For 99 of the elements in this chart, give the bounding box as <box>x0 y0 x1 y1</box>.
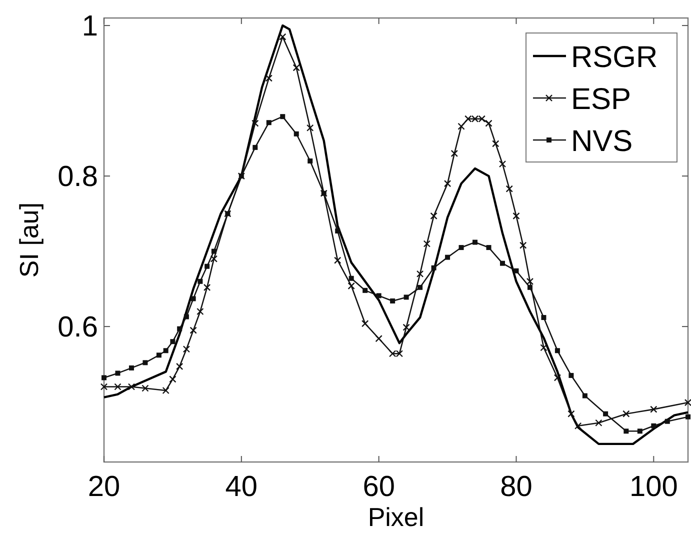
point <box>306 124 314 132</box>
point <box>582 393 588 398</box>
point <box>204 264 210 269</box>
point <box>423 240 431 248</box>
point <box>176 362 184 370</box>
point <box>431 265 436 270</box>
point <box>390 298 396 304</box>
point <box>445 254 450 260</box>
point <box>404 294 409 300</box>
legend-label: NVS <box>571 125 633 158</box>
point <box>292 64 300 72</box>
point <box>361 320 369 328</box>
point <box>540 344 548 352</box>
point <box>376 293 382 298</box>
point <box>554 374 562 382</box>
point <box>472 240 478 245</box>
point <box>266 120 272 126</box>
point <box>492 140 500 148</box>
point <box>375 334 382 342</box>
point <box>651 423 656 428</box>
x-tick-label: 20 <box>88 471 120 503</box>
y-tick-label: 1 <box>82 10 98 43</box>
point <box>100 383 108 390</box>
point <box>294 131 299 136</box>
point <box>102 375 106 380</box>
point <box>637 428 642 434</box>
point <box>198 278 203 284</box>
point <box>622 410 630 418</box>
point <box>362 288 368 293</box>
point <box>574 422 582 430</box>
point <box>418 284 423 290</box>
point <box>458 245 464 250</box>
point <box>568 410 575 418</box>
point <box>128 365 134 370</box>
point <box>444 180 452 188</box>
point <box>203 284 211 292</box>
point <box>279 33 286 40</box>
point <box>595 419 602 426</box>
point <box>142 384 149 392</box>
point <box>184 314 189 320</box>
y-tick-label: 0.8 <box>58 161 98 194</box>
x-tick-label: 100 <box>629 471 678 503</box>
point <box>211 248 216 254</box>
point <box>684 398 691 406</box>
point <box>348 276 354 281</box>
point <box>334 256 342 264</box>
point <box>348 282 355 290</box>
point <box>335 228 340 234</box>
x-tick-label: 80 <box>500 471 532 503</box>
y-axis-title: SI [au] <box>14 202 44 278</box>
point <box>506 185 513 192</box>
point <box>115 370 120 376</box>
point <box>402 324 410 331</box>
point <box>664 418 670 424</box>
point <box>486 245 492 250</box>
point <box>142 360 148 366</box>
point <box>686 414 690 420</box>
point <box>210 255 218 262</box>
point <box>498 160 506 168</box>
legend-label: RSGR <box>571 41 658 74</box>
point <box>156 352 162 358</box>
point <box>308 158 313 164</box>
point <box>163 348 168 354</box>
point <box>182 346 190 353</box>
point <box>527 284 532 290</box>
point <box>128 383 136 390</box>
point <box>500 260 505 266</box>
point <box>170 339 176 344</box>
point <box>514 268 519 274</box>
point <box>169 376 176 383</box>
point <box>458 122 465 130</box>
point <box>114 383 122 390</box>
point <box>177 326 182 332</box>
x-axis-title: Pixel <box>368 502 424 532</box>
point <box>252 120 259 127</box>
point <box>485 120 492 127</box>
point <box>416 270 424 278</box>
point <box>541 315 546 320</box>
point <box>512 212 520 220</box>
legend-label: ESP <box>571 83 632 116</box>
point <box>196 308 204 316</box>
point <box>190 326 197 334</box>
point <box>650 406 658 413</box>
x-tick-label: 40 <box>225 471 258 503</box>
point <box>554 348 560 354</box>
x-tick-label: 60 <box>362 471 395 503</box>
point <box>624 428 629 434</box>
point <box>526 278 534 285</box>
point <box>568 372 574 378</box>
point <box>520 242 527 249</box>
point <box>190 296 196 302</box>
point <box>450 150 458 158</box>
point <box>162 386 170 394</box>
point <box>252 144 258 150</box>
y-tick-label: 0.6 <box>58 312 98 344</box>
point <box>280 114 286 120</box>
point <box>430 212 438 220</box>
point <box>265 74 272 82</box>
point <box>603 411 608 416</box>
